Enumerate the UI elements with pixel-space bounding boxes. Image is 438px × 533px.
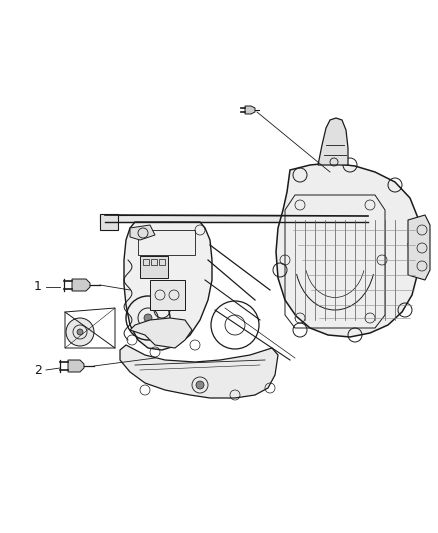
Circle shape	[77, 329, 83, 335]
Polygon shape	[68, 360, 84, 372]
Circle shape	[66, 318, 94, 346]
Text: 1: 1	[34, 280, 42, 294]
Polygon shape	[100, 214, 118, 230]
Polygon shape	[318, 118, 348, 165]
Polygon shape	[245, 106, 255, 114]
Polygon shape	[120, 345, 278, 398]
Circle shape	[196, 381, 204, 389]
Polygon shape	[130, 225, 155, 240]
Polygon shape	[408, 215, 430, 280]
Polygon shape	[130, 318, 192, 348]
Circle shape	[144, 314, 152, 322]
Polygon shape	[276, 163, 420, 337]
Polygon shape	[72, 279, 90, 291]
Polygon shape	[140, 256, 168, 278]
Polygon shape	[100, 215, 370, 222]
Polygon shape	[124, 222, 212, 350]
Polygon shape	[150, 280, 185, 310]
Text: 2: 2	[34, 364, 42, 376]
